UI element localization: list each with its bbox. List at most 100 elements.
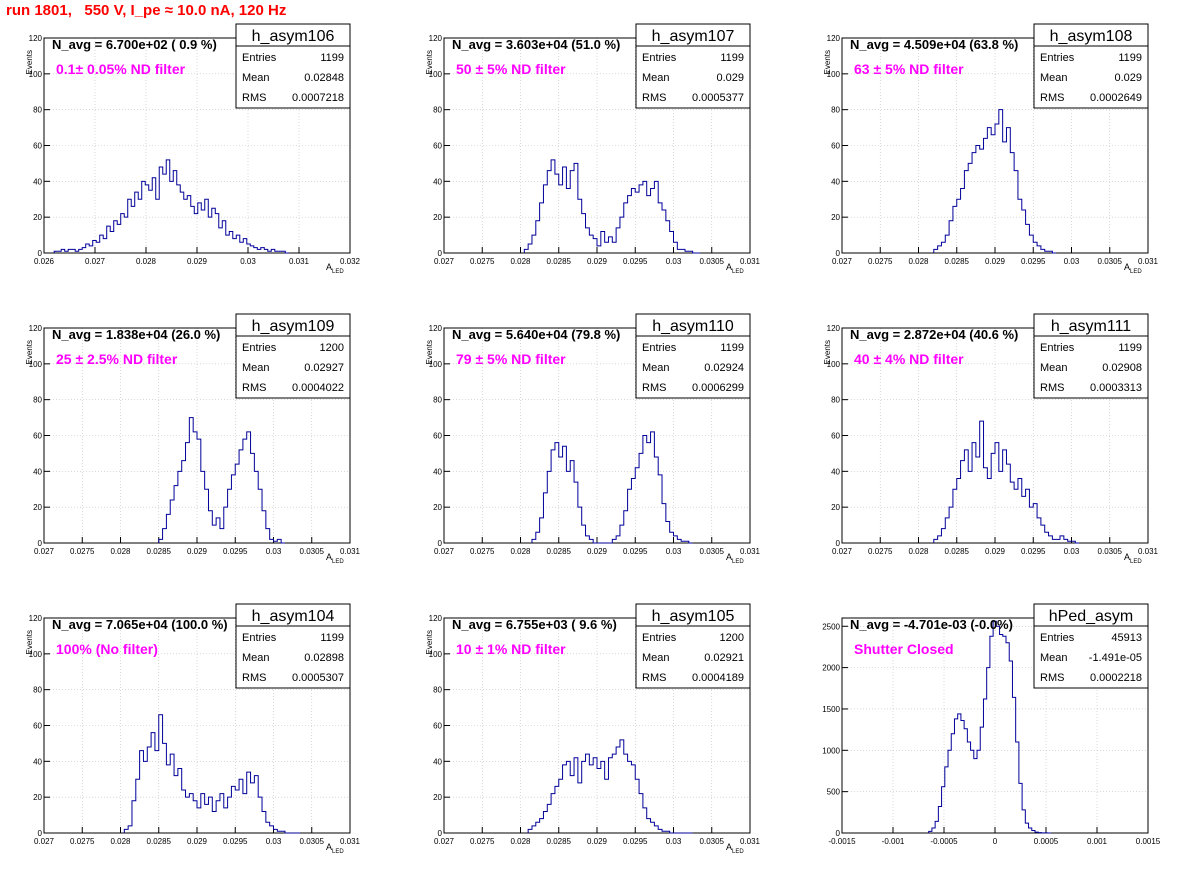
stats-title: h_asym111 [1051,318,1131,335]
y-axis-title: Events [425,630,434,654]
stats-box [635,313,751,399]
x-tick-label: 0.028 [110,547,131,556]
navg-label: N_avg = -4.701e-03 (-0.0%) [850,617,1013,632]
stats-key: Entries [1040,342,1075,354]
stats-value: 0.0002218 [1090,672,1142,684]
stats-key: RMS [642,382,666,394]
x-axis-title: ALED [726,262,744,275]
histogram-panel-hPed_asym: -0.0015 -0.001 -0.0005 0 0.0005 0.001 0.0015 0 5… [822,603,1161,846]
y-tick-label: 80 [433,396,442,405]
histogram-line [933,109,1057,254]
x-tick-label: 0.0295 [1021,257,1046,266]
stats-value: 1199 [320,52,344,64]
x-tick-label: 0.029 [587,547,608,556]
histogram-panel-h_asym108: 0.027 0.0275 0.028 0.0285 0.029 0.0295 0.03 0.0… [823,23,1159,275]
y-tick-label: 120 [29,614,43,623]
run-title: run 1801, 550 V, I_pe ≈ 10.0 nA, 120 Hz [6,2,287,19]
x-tick-label: 0.0275 [470,837,495,846]
stats-key: RMS [642,672,666,684]
x-tick-label: 0.0305 [1098,257,1123,266]
y-tick-label: 0 [38,829,43,838]
x-tick-label: 0.0015 [1136,837,1161,846]
filter-label: Shutter Closed [854,641,954,657]
x-tick-label: 0.0285 [147,837,172,846]
y-axis-title: Events [25,340,34,364]
stats-key: RMS [642,92,666,104]
stats-value: 0.02908 [1102,362,1142,374]
stats-box [1033,23,1149,109]
filter-label: 10 ± 1% ND filter [456,641,566,657]
y-tick-label: 0 [836,539,841,548]
y-tick-label: 100 [827,70,841,79]
x-tick-label: 0.001 [1087,837,1108,846]
stats-key: Mean [642,362,670,374]
stats-key: Entries [1040,632,1075,644]
stats-value: 0.02927 [304,362,344,374]
x-tick-label: 0.027 [832,547,853,556]
y-tick-label: 40 [433,467,442,476]
x-tick-label: 0.032 [340,257,361,266]
x-tick-label: 0.029 [985,547,1006,556]
navg-label: N_avg = 1.838e+04 (26.0 %) [52,327,220,342]
x-tick-label: 0.031 [740,257,761,266]
y-tick-label: 20 [33,793,42,802]
x-tick-label: 0.031 [289,257,310,266]
y-tick-label: 0 [38,539,43,548]
x-tick-label: 0.027 [434,547,455,556]
x-tick-label: 0.028 [510,257,531,266]
x-tick-label: 0.0305 [700,257,725,266]
x-tick-label: 0.0295 [1021,547,1046,556]
y-tick-label: 20 [433,793,442,802]
x-tick-label: 0.0275 [868,547,893,556]
histogram-line [531,431,693,544]
y-tick-label: 80 [433,686,442,695]
y-axis-title: Events [25,630,34,654]
y-tick-label: 80 [33,686,42,695]
x-tick-label: 0.027 [34,547,55,556]
y-tick-label: 20 [33,213,42,222]
stats-value: 0.0005377 [692,92,744,104]
y-tick-label: 0 [836,829,841,838]
stats-title: h_asym104 [252,608,335,625]
stats-value: 0.0006299 [692,382,744,394]
histogram-panel-h_asym104: 0.027 0.0275 0.028 0.0285 0.029 0.0295 0.03 0.0… [25,603,361,855]
stats-value: 0.0004189 [692,672,744,684]
y-tick-label: 100 [29,650,43,659]
stats-key: Entries [642,342,677,354]
x-tick-label: 0.029 [587,837,608,846]
stats-key: Entries [1040,52,1075,64]
filter-label: 50 ± 5% ND filter [456,61,566,77]
stats-value: 0.0005307 [292,672,344,684]
y-tick-label: 0 [836,249,841,258]
x-axis-title: ALED [326,842,344,855]
x-axis-title: ALED [726,552,744,565]
x-tick-label: -0.0015 [828,837,856,846]
stats-key: RMS [242,382,266,394]
y-tick-label: 60 [33,142,42,151]
stats-title: h_asym107 [652,28,735,45]
y-tick-label: 40 [33,757,42,766]
x-tick-label: 0.03 [666,257,682,266]
y-tick-label: 500 [827,788,841,797]
x-tick-label: 0.0275 [470,257,495,266]
y-tick-label: 60 [433,432,442,441]
x-tick-label: 0.031 [1138,547,1159,556]
stats-key: RMS [1040,672,1064,684]
y-tick-label: 60 [433,722,442,731]
x-tick-label: 0.0005 [1034,837,1059,846]
stats-key: Mean [1040,362,1068,374]
x-tick-label: 0.027 [85,257,106,266]
y-tick-label: 100 [29,360,43,369]
x-tick-label: 0.0275 [470,547,495,556]
x-tick-label: 0.0285 [147,547,172,556]
x-tick-label: 0.028 [110,837,131,846]
x-tick-label: 0.0305 [700,837,725,846]
filter-label: 40 ± 4% ND filter [854,351,964,367]
y-tick-label: 100 [29,70,43,79]
x-tick-label: 0.0295 [623,257,648,266]
x-tick-label: 0.0275 [70,547,95,556]
y-tick-label: 20 [831,503,840,512]
stats-value: 0.029 [1114,72,1142,84]
x-tick-label: 0.0285 [547,547,572,556]
y-tick-label: 60 [831,432,840,441]
